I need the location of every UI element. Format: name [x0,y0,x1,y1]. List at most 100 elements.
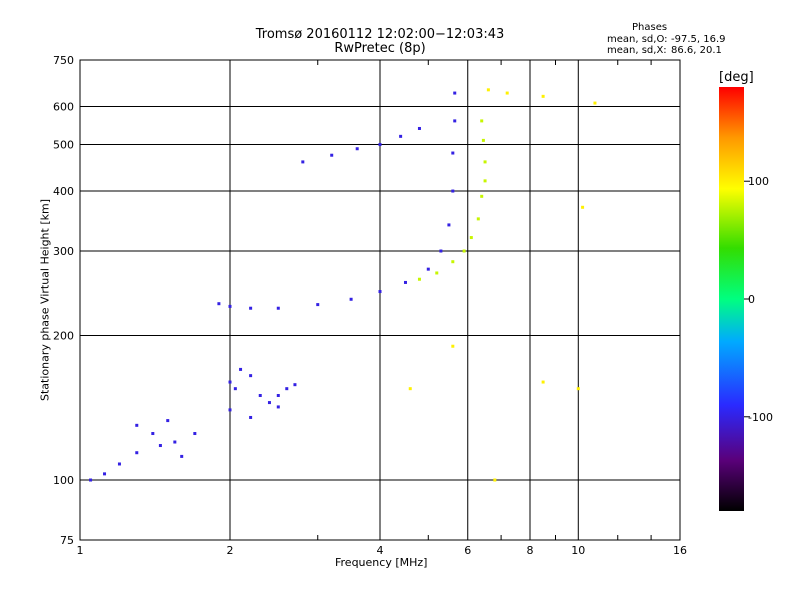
phase-o-values: -97.5, 16.9 [671,34,726,45]
y-tick-label: 750 [53,54,74,67]
data-point [276,394,280,398]
data-point [301,160,305,164]
y-tick-label: 300 [53,245,74,258]
data-point [451,344,455,348]
data-point [439,249,443,253]
data-point [166,419,170,423]
plot-frame [79,59,681,541]
y-axis-label: Stationary phase Virtual Height [km] [38,198,52,402]
data-point [249,306,253,310]
data-point [103,472,107,476]
x-axis-label: Frequency [MHz] [335,556,428,569]
y-tick-label: 600 [53,101,74,114]
data-point [403,280,407,284]
data-point [505,91,509,95]
chart-subtitle: RwPretec (8p) [334,41,426,56]
data-point [462,249,466,253]
colorbar-tick-label: -100 [748,411,773,424]
x-tick-label: 10 [571,544,585,557]
data-point [173,440,177,444]
data-point [435,271,439,275]
colorbar-tick-label: 0 [748,293,755,306]
data-point [228,408,232,412]
data-point [453,119,457,123]
data-point [217,302,221,306]
data-point [451,151,455,155]
data-point [593,101,597,105]
data-point [349,297,353,301]
data-point [493,478,497,482]
data-point [426,267,430,271]
phase-x-values: 86.6, 20.1 [671,45,722,56]
data-point [330,153,334,157]
data-point [258,394,262,398]
colorbar-tick-label: 100 [748,175,769,188]
data-point [151,432,155,436]
y-tick-label: 100 [53,474,74,487]
data-point [483,179,487,183]
data-point [417,126,421,130]
chart-title: Tromsø 20160112 12:02:00−12:03:43 [255,27,505,42]
data-point [276,405,280,409]
x-tick-label: 2 [227,544,234,557]
x-tick-label: 16 [673,544,687,557]
data-point [408,387,412,391]
data-point [117,462,121,466]
colorbar [719,87,744,511]
data-point [486,88,490,92]
data-point [249,374,253,378]
data-point [276,306,280,310]
data-point [293,383,297,387]
axis-ticks: 1 2 4 6 8 10 16 75 100 200 300 400 500 600 750 [53,54,687,557]
data-point [89,478,93,482]
data-point [541,94,545,98]
data-point [135,423,139,427]
phase-o-label: mean, sd,O: [607,34,668,45]
data-point [451,189,455,193]
data-point [180,454,184,458]
data-point [541,380,545,384]
data-point [576,387,580,391]
data-point [267,401,271,405]
x-tick-label: 6 [464,544,471,557]
x-tick-label: 8 [527,544,534,557]
x-tick-label: 1 [77,544,84,557]
data-point [451,260,455,264]
y-tick-label: 500 [53,139,74,152]
data-point [447,223,451,227]
data-point [481,138,485,142]
data-point [158,444,162,448]
data-points [89,88,597,482]
data-point [469,236,473,240]
y-tick-label: 200 [53,330,74,343]
colorbar-ticks: 100 0 -100 [744,175,773,424]
data-point [316,303,320,307]
data-point [483,160,487,164]
data-point [581,205,585,209]
data-point [239,367,243,371]
data-point [249,415,253,419]
colorbar-label: [deg] [719,70,754,85]
data-point [285,387,289,391]
phase-heading: Phases [632,22,668,33]
data-point [233,387,237,391]
data-point [399,134,403,138]
data-point [453,91,457,95]
x-tick-label: 4 [377,544,384,557]
y-tick-label: 400 [53,185,74,198]
data-point [378,290,382,294]
data-point [476,217,480,221]
data-point [378,143,382,147]
data-point [417,277,421,281]
data-point [135,451,139,455]
data-point [228,380,232,384]
data-point [355,147,359,151]
data-point [480,194,484,198]
data-point [193,432,197,436]
grid-lines [80,60,680,540]
data-point [228,304,232,308]
y-tick-label: 75 [60,534,74,547]
phase-x-label: mean, sd,X: [607,45,667,56]
data-point [480,119,484,123]
